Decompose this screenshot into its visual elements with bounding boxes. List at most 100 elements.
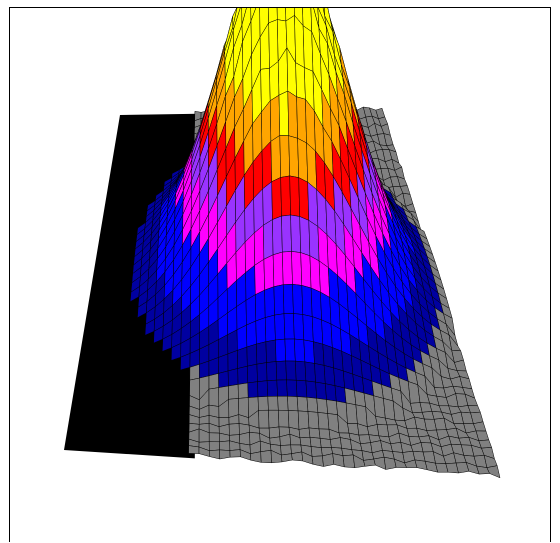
surface-cell bbox=[237, 347, 247, 369]
surface-cell bbox=[246, 321, 256, 347]
surface-cell bbox=[190, 364, 200, 380]
surface-cell bbox=[312, 456, 323, 467]
surface-cell bbox=[308, 412, 319, 429]
surface-cell bbox=[309, 428, 320, 438]
surface-cell bbox=[230, 450, 241, 458]
surface-cell bbox=[247, 344, 257, 366]
surface-cell bbox=[209, 373, 219, 389]
surface-cell bbox=[313, 342, 324, 366]
plot-frame bbox=[9, 7, 551, 542]
surface-cell bbox=[287, 380, 298, 397]
surface-cell bbox=[270, 62, 280, 101]
surface-cell bbox=[277, 8, 286, 21]
surface-cell bbox=[288, 91, 298, 138]
surface-cell bbox=[256, 318, 266, 345]
surface-cell bbox=[298, 138, 308, 182]
surface-cell bbox=[310, 437, 321, 448]
surface-cell bbox=[304, 340, 315, 364]
surface-cell bbox=[298, 411, 309, 430]
surface-cell bbox=[247, 364, 257, 383]
surface-cell bbox=[316, 382, 327, 400]
surface-cell bbox=[309, 220, 319, 261]
surface-cell bbox=[263, 182, 273, 226]
surface-cell bbox=[275, 339, 285, 361]
surface-cell bbox=[289, 136, 299, 178]
surface-cell bbox=[228, 350, 238, 371]
surface-cell bbox=[311, 288, 322, 320]
surface-cell bbox=[281, 176, 291, 216]
surface-cell bbox=[281, 445, 292, 455]
surface-cell bbox=[285, 339, 295, 361]
surface-cell bbox=[359, 435, 371, 444]
surface-plot bbox=[10, 8, 552, 543]
surface-cell bbox=[294, 339, 305, 362]
surface-cell bbox=[265, 287, 275, 318]
surface-cell bbox=[299, 178, 309, 221]
surface-cell bbox=[322, 454, 334, 467]
surface-cell bbox=[487, 466, 500, 478]
surface-cell bbox=[282, 251, 292, 284]
surface-cell bbox=[271, 135, 281, 181]
surface-cell bbox=[276, 361, 286, 380]
surface-cell bbox=[367, 425, 379, 436]
surface-cell bbox=[346, 403, 357, 424]
surface-cell bbox=[340, 438, 352, 450]
surface-cell bbox=[258, 381, 268, 397]
surface-cell bbox=[257, 363, 267, 382]
surface-cell bbox=[293, 284, 303, 314]
surface-cell bbox=[259, 410, 270, 428]
surface-cell bbox=[296, 63, 306, 100]
surface-cell bbox=[229, 424, 239, 436]
surface-cell bbox=[238, 398, 248, 418]
surface-cell bbox=[327, 400, 338, 415]
surface-cell bbox=[323, 344, 334, 368]
surface-cell bbox=[275, 314, 285, 340]
surface-cell bbox=[267, 362, 277, 381]
surface-cell bbox=[330, 438, 341, 449]
surface-cell bbox=[318, 412, 329, 429]
surface-cell bbox=[269, 20, 279, 69]
surface-cell bbox=[315, 363, 326, 383]
surface-cell bbox=[228, 384, 238, 399]
surface-cell bbox=[265, 315, 275, 342]
surface-cell bbox=[317, 398, 328, 413]
surface-cell bbox=[293, 314, 303, 340]
surface-cell bbox=[320, 438, 331, 447]
surface-cell bbox=[290, 176, 300, 217]
surface-cell bbox=[228, 369, 238, 387]
surface-cell bbox=[297, 397, 308, 412]
surface-cell bbox=[311, 447, 322, 457]
surface-cell bbox=[335, 386, 346, 403]
surface-cell bbox=[255, 259, 265, 294]
surface-cell bbox=[287, 396, 298, 411]
surface-cell bbox=[303, 315, 314, 342]
surface-cell bbox=[322, 320, 333, 348]
surface-cell bbox=[237, 325, 247, 350]
surface-cell bbox=[219, 441, 230, 451]
surface-cell bbox=[263, 220, 273, 260]
surface-cell bbox=[364, 459, 376, 466]
surface-cell bbox=[264, 255, 274, 290]
surface-cell bbox=[273, 252, 283, 287]
surface-cell bbox=[306, 381, 317, 398]
surface-cell bbox=[256, 342, 266, 365]
surface-cell bbox=[278, 410, 289, 427]
surface-cell bbox=[296, 380, 307, 397]
surface-cell bbox=[333, 454, 345, 467]
surface-cell bbox=[272, 177, 282, 219]
surface-cell bbox=[246, 295, 256, 325]
surface-cell bbox=[268, 410, 279, 428]
surface-cell bbox=[268, 396, 279, 410]
surface-cell bbox=[284, 314, 294, 340]
surface-cell bbox=[239, 432, 250, 445]
surface-cell bbox=[272, 216, 282, 255]
surface-cell bbox=[267, 380, 278, 396]
surface-cell bbox=[292, 452, 303, 461]
surface-cell bbox=[374, 457, 386, 469]
surface-cell bbox=[295, 361, 306, 381]
surface-cell bbox=[300, 217, 310, 256]
surface-cell bbox=[280, 135, 290, 177]
surface-cell bbox=[209, 433, 219, 442]
surface-cell bbox=[310, 256, 321, 292]
surface-cell bbox=[238, 366, 248, 384]
